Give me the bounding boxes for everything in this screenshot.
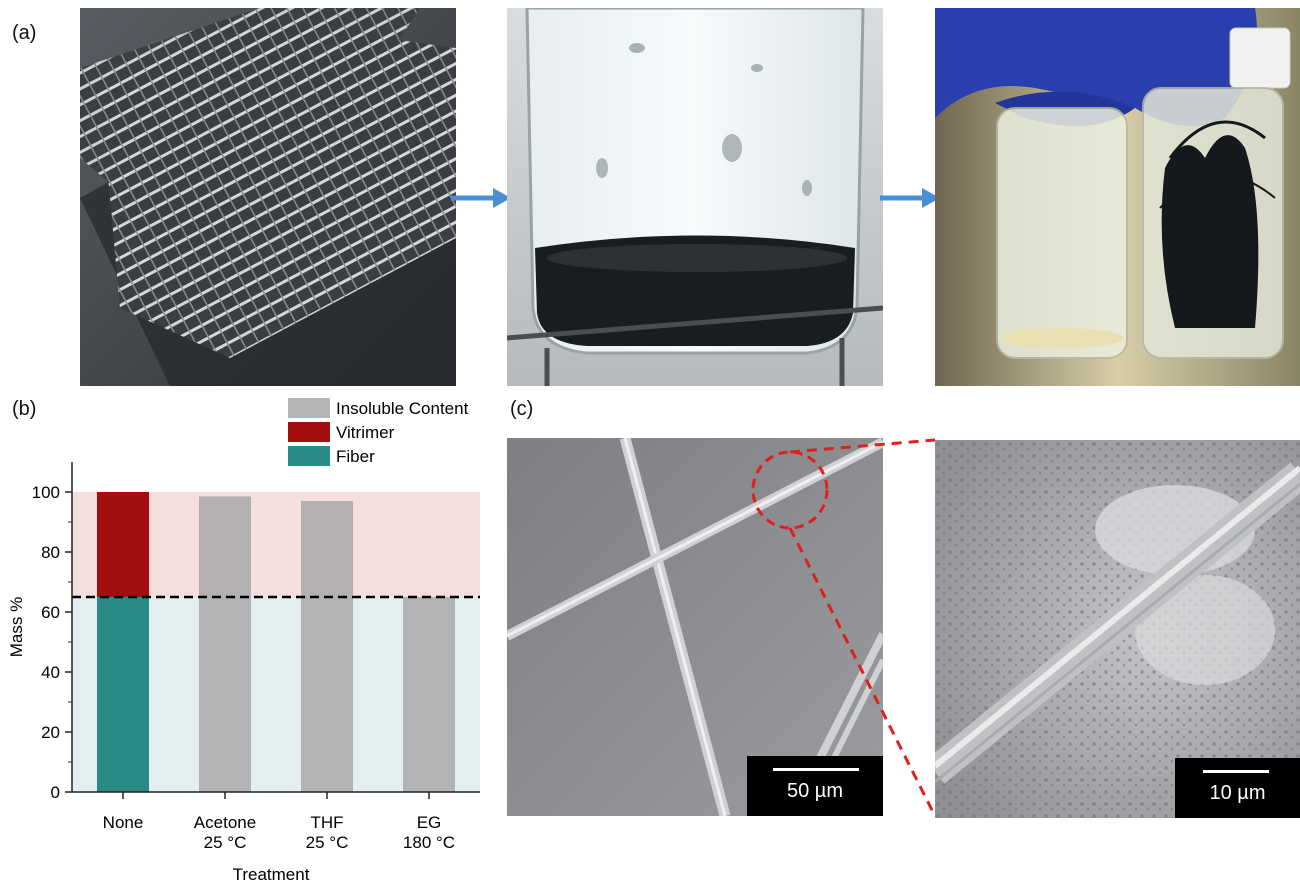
bar-insoluble-content <box>199 496 251 792</box>
y-tick-label: 80 <box>41 543 60 562</box>
legend-label: Fiber <box>336 447 375 466</box>
arrow-right-icon <box>880 188 940 208</box>
photo-vials <box>935 8 1300 386</box>
legend-label: Vitrimer <box>336 423 395 442</box>
legend-swatch <box>288 398 330 418</box>
y-tick-label: 40 <box>41 663 60 682</box>
x-tick-label: EG 180 °C <box>403 813 455 852</box>
x-tick-label: None <box>103 813 144 832</box>
bar-vitrimer <box>97 492 149 597</box>
bar-insoluble-content <box>403 597 455 792</box>
photo-glass-jar <box>507 8 883 386</box>
photo-fiber-sheets <box>80 8 456 386</box>
y-axis-label: Mass % <box>7 597 26 657</box>
panel-label-c: (c) <box>510 398 534 420</box>
panel-label-a: (a) <box>12 22 37 44</box>
y-tick-label: 20 <box>41 723 60 742</box>
legend-swatch <box>288 446 330 466</box>
y-tick-label: 100 <box>32 483 60 502</box>
arrow-right-icon <box>451 188 511 208</box>
mass-percent-chart: 0 20 40 60 80 100 None Acetone 25 °C THF 25 °C EG 18… <box>7 398 480 884</box>
x-tick-label: Acetone 25 °C <box>194 813 256 852</box>
y-tick-label: 60 <box>41 603 60 622</box>
x-axis-label: Treatment <box>233 865 310 884</box>
panel-label-b: (b) <box>12 398 37 420</box>
y-tick-label: 0 <box>51 783 60 802</box>
scale-bar-10um: 10 µm <box>1175 758 1300 818</box>
legend-swatch <box>288 422 330 442</box>
sem-image-low-mag: 50 µm <box>507 438 883 816</box>
legend-label: Insoluble Content <box>336 399 469 418</box>
sem-image-high-mag: 10 µm <box>935 440 1300 818</box>
bar-fiber <box>97 597 149 792</box>
scale-bar-50um: 50 µm <box>747 756 883 816</box>
bar-insoluble-content <box>301 501 353 792</box>
x-tick-label: THF 25 °C <box>306 813 349 852</box>
